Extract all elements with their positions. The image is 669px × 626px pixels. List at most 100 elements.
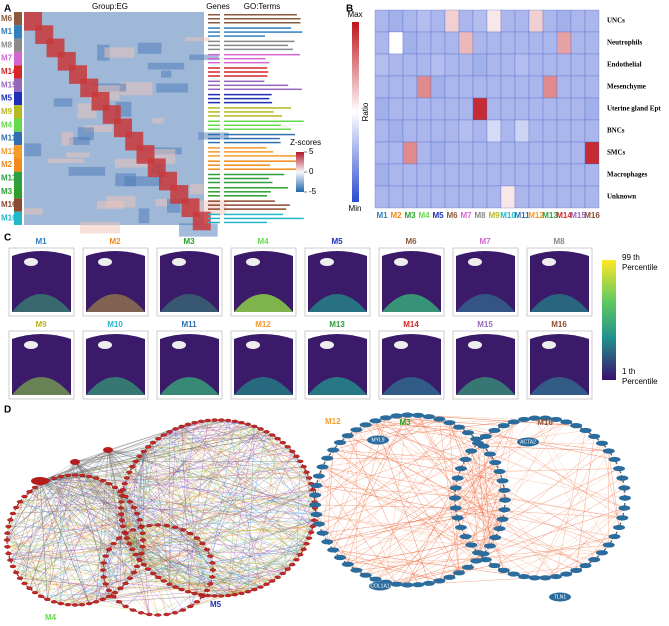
network-edge xyxy=(125,583,208,591)
network-node xyxy=(140,449,147,454)
network-node xyxy=(341,433,354,439)
network-edge xyxy=(227,426,255,596)
heatmap-cell xyxy=(556,75,572,99)
module-label: M15 xyxy=(1,80,17,89)
go-line xyxy=(224,191,271,193)
network-edge xyxy=(129,489,313,579)
network-edge xyxy=(24,549,133,584)
network-node xyxy=(433,416,446,422)
go-line xyxy=(224,18,301,20)
colorbar-tick-label: 5 xyxy=(309,147,314,156)
network-edge xyxy=(333,449,484,555)
network-edge xyxy=(12,566,273,582)
network-edge xyxy=(39,434,273,482)
network-edge xyxy=(107,449,310,539)
network-edge xyxy=(34,487,150,615)
diagonal-block xyxy=(192,211,211,231)
heatmap-cell xyxy=(458,119,474,143)
network-edge xyxy=(333,449,466,460)
network-edge xyxy=(12,495,315,514)
network-edge xyxy=(227,420,312,484)
heatmap-cell xyxy=(486,163,502,187)
network-node xyxy=(179,608,187,612)
network-node xyxy=(297,459,304,464)
heatmap-cell xyxy=(458,97,474,121)
network-edge xyxy=(332,414,408,551)
network-node xyxy=(274,437,281,441)
network-node xyxy=(472,550,485,556)
network-edge xyxy=(477,509,505,553)
column-label: M7 xyxy=(460,211,472,220)
network-edge xyxy=(74,461,138,514)
network-node xyxy=(528,415,541,421)
heatmap-cell xyxy=(486,185,502,209)
network-edge xyxy=(8,480,103,554)
heatmap-cell xyxy=(458,185,474,209)
gene-line xyxy=(208,151,220,153)
network-edge xyxy=(102,569,126,584)
network-edge xyxy=(107,449,116,488)
network-edge xyxy=(169,431,209,596)
network-node xyxy=(191,420,198,425)
network-edge xyxy=(123,526,312,533)
network-node xyxy=(4,531,11,535)
tissue-lumen xyxy=(394,258,408,266)
network-edge xyxy=(277,438,293,452)
gene-line xyxy=(208,101,220,104)
network-node xyxy=(310,511,323,518)
go-line xyxy=(224,217,304,220)
go-line xyxy=(224,213,284,216)
network-edge xyxy=(148,456,297,570)
network-edge xyxy=(476,477,623,562)
gene-line xyxy=(208,31,220,33)
heatmap-cell xyxy=(374,97,390,121)
network-edge xyxy=(95,590,110,603)
network-edge xyxy=(39,420,208,482)
network-node xyxy=(78,602,86,607)
heatmap-cell xyxy=(500,9,516,33)
heatmap-cell xyxy=(416,31,432,55)
network-edge xyxy=(206,526,314,591)
go-line xyxy=(224,48,293,51)
network-node xyxy=(528,575,541,581)
go-line xyxy=(224,128,291,130)
network-edge xyxy=(12,539,144,567)
network-edge xyxy=(135,554,150,615)
go-line xyxy=(224,221,268,224)
network-edge xyxy=(39,480,313,527)
row-label: Mesenchyme xyxy=(607,83,646,91)
network-node xyxy=(191,591,198,596)
tissue-lumen xyxy=(246,341,260,349)
network-edge xyxy=(7,449,109,534)
network-edge xyxy=(315,416,430,496)
network-edge xyxy=(107,449,140,457)
network-edge xyxy=(10,559,142,614)
network-edge xyxy=(618,468,626,499)
row-label: Neutrophils xyxy=(607,39,643,47)
network-edge xyxy=(24,422,242,584)
network-edge xyxy=(39,456,140,482)
network-node xyxy=(178,587,185,592)
network-edge xyxy=(39,480,122,509)
network-node xyxy=(31,485,39,490)
tissue xyxy=(456,334,515,395)
heatmap-cell xyxy=(542,53,558,77)
network-edge xyxy=(322,466,557,577)
network-node xyxy=(166,582,173,586)
network-node xyxy=(608,456,621,463)
network-edge xyxy=(10,559,110,597)
network-edge xyxy=(139,456,297,521)
heatmap-cell xyxy=(584,53,600,77)
network-node xyxy=(126,542,133,546)
network-node xyxy=(507,571,520,577)
network-node xyxy=(184,422,192,426)
tile-label: M16 xyxy=(551,320,567,329)
network-edge xyxy=(121,501,310,539)
network-node xyxy=(7,558,14,562)
network-node xyxy=(390,413,403,419)
network-edge xyxy=(67,475,315,503)
network-node xyxy=(12,505,20,510)
network-node xyxy=(303,542,310,546)
go-line xyxy=(224,84,289,87)
tissue xyxy=(160,334,219,395)
